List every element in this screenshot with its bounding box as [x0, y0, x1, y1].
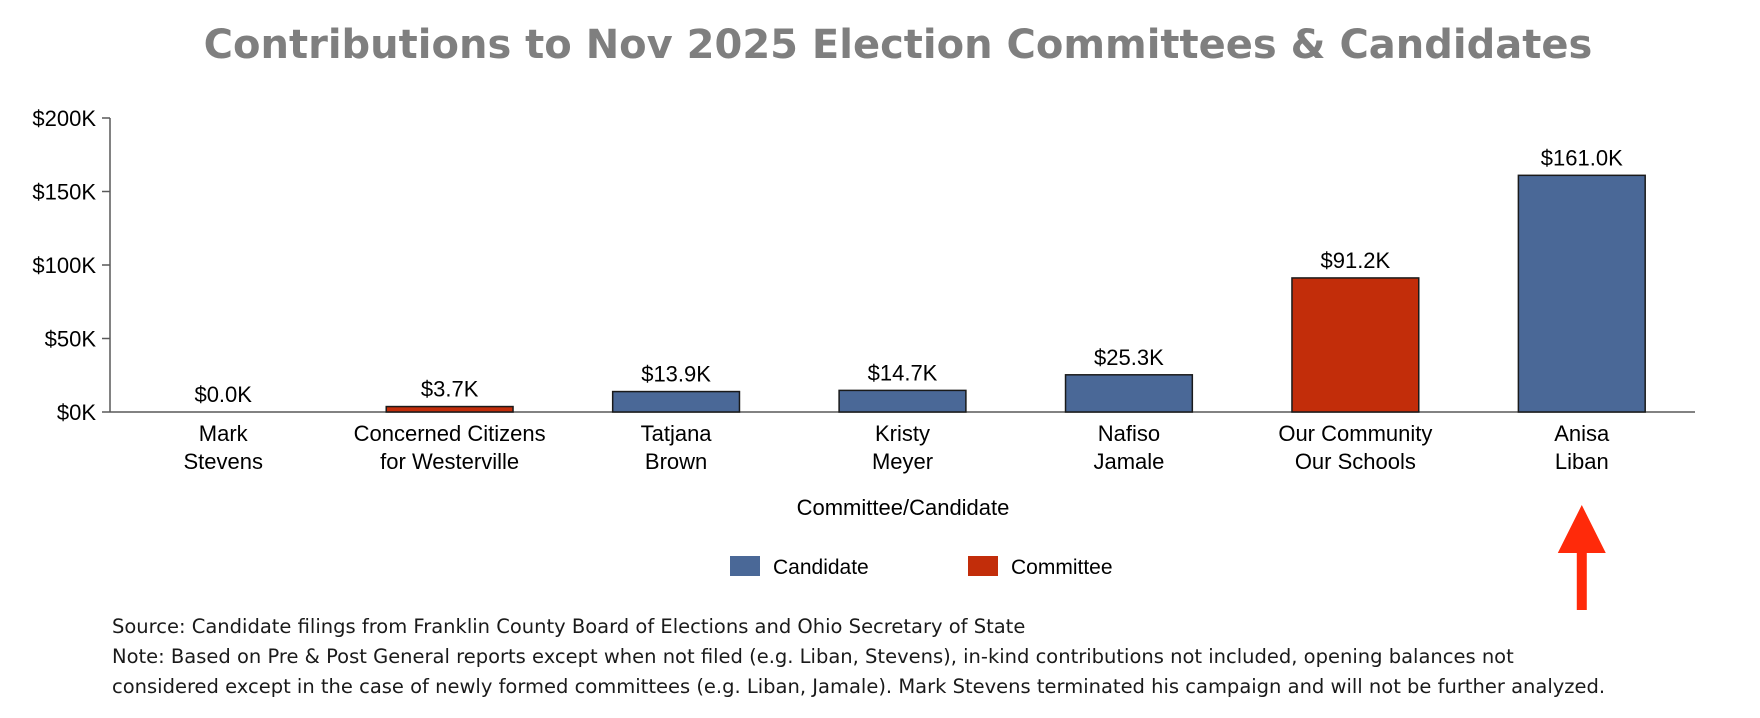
category-label: Concerned Citizens: [354, 421, 546, 446]
category-label: Stevens: [183, 449, 263, 474]
category-label: Liban: [1555, 449, 1609, 474]
y-tick-label: $200K: [32, 106, 96, 131]
bar: [1064, 374, 1194, 413]
legend: Candidate Committee: [730, 556, 1113, 579]
category-label: Mark: [199, 421, 249, 446]
bar: [611, 390, 741, 413]
data-labels-group: $0.0K $3.7K $13.9K $14.7K $25.3K $91.2K $161.0…: [194, 145, 1623, 407]
note-line-1: Note: Based on Pre & Post General report…: [112, 645, 1514, 668]
bar-chart: Contributions to Nov 2025 Election Commi…: [32, 22, 1695, 610]
category-label: Brown: [645, 449, 707, 474]
category-label: for Westerville: [380, 449, 519, 474]
data-label: $91.2K: [1320, 248, 1390, 273]
data-label: $0.0K: [194, 382, 252, 407]
legend-label: Candidate: [773, 556, 869, 579]
bar: [385, 405, 514, 413]
category-label: Nafiso: [1098, 421, 1160, 446]
bar: [1517, 174, 1646, 413]
bar: [1291, 277, 1420, 413]
category-label: Tatjana: [641, 421, 713, 446]
x-axis-title: Committee/Candidate: [797, 495, 1010, 520]
source-note: Source: Candidate filings from Franklin …: [112, 615, 1026, 638]
data-label: $25.3K: [1094, 345, 1164, 370]
category-label: Our Community: [1278, 421, 1432, 446]
y-tick-label: $150K: [32, 180, 96, 205]
legend-swatch: [730, 556, 760, 576]
y-tick-label: $100K: [32, 253, 96, 278]
data-label: $3.7K: [421, 377, 479, 402]
arrow-head: [1557, 505, 1606, 553]
category-label: Our Schools: [1295, 449, 1416, 474]
legend-swatch: [968, 556, 998, 576]
arrow-shaft: [1576, 545, 1587, 610]
y-tick-label: $0K: [57, 400, 96, 425]
category-label: Anisa: [1554, 421, 1610, 446]
category-label: Meyer: [872, 449, 933, 474]
chart-title: Contributions to Nov 2025 Election Commi…: [204, 22, 1593, 68]
data-label: $161.0K: [1541, 145, 1623, 170]
y-tick-label: $50K: [45, 327, 97, 352]
data-label: $14.7K: [868, 360, 938, 385]
category-label: Jamale: [1093, 449, 1164, 474]
data-label: $13.9K: [641, 362, 711, 387]
annotation-arrow: [1557, 505, 1606, 610]
bar: [838, 389, 967, 413]
bars-group: [385, 174, 1646, 413]
note-line-2: considered except in the case of newly f…: [112, 675, 1606, 698]
y-axis: $0K $50K $100K $150K $200K: [32, 106, 111, 425]
category-labels-group: Mark Stevens Concerned Citizens for Westerv…: [183, 421, 1610, 474]
legend-label: Committee: [1011, 556, 1113, 579]
category-label: Kristy: [875, 421, 930, 446]
footnotes: Source: Candidate filings from Franklin …: [112, 612, 1752, 702]
